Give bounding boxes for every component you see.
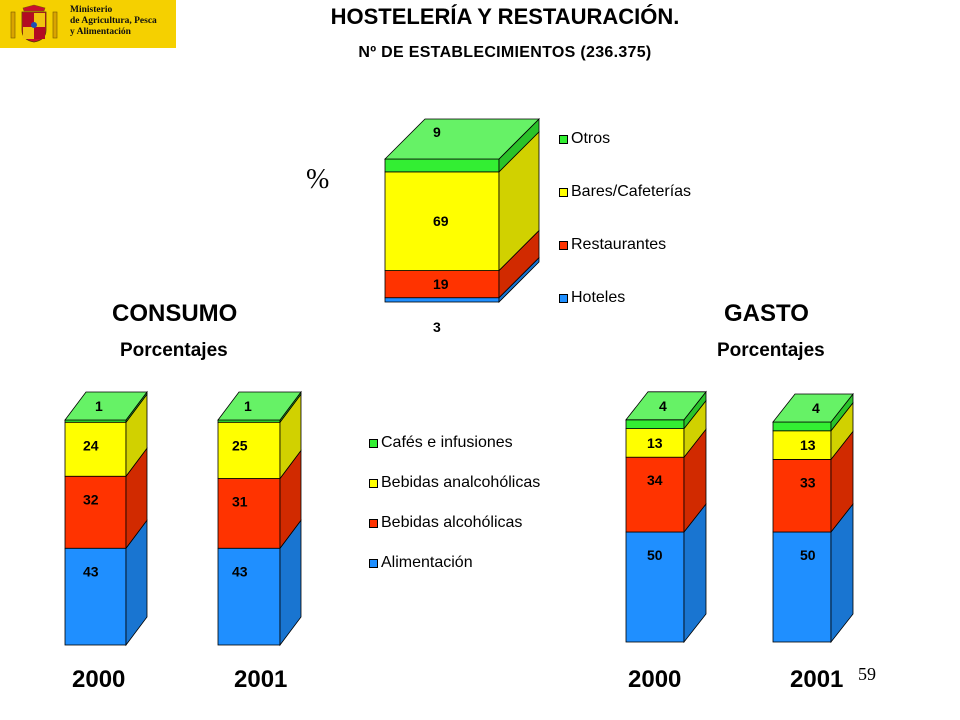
legend-item-cafes-e-infusiones: Cafés e infusiones — [369, 434, 513, 452]
percent-symbol: % — [306, 164, 330, 195]
consumo-1-bar-alimentacion — [217, 547, 281, 646]
consumo-1-bar-bebidas-analcoholicas — [217, 421, 281, 479]
gasto-0-bar-cafes-e-infusiones — [625, 419, 685, 429]
consumo-0-bar-bebidas-alcoholicas — [64, 475, 127, 549]
consumo-0-top-face — [64, 391, 148, 421]
establishments-value-restaurantes: 19 — [433, 276, 449, 292]
legend-item-otros: Otros — [559, 130, 610, 148]
gasto-2001-value-cafes-e-infusiones: 4 — [812, 400, 820, 416]
gasto-1-bar-cafes-e-infusiones — [772, 421, 832, 432]
establishments-value-hoteles: 3 — [433, 319, 441, 335]
gasto-1-top-face — [772, 393, 854, 423]
establecimientos-0-bar-otros — [384, 158, 500, 173]
legend-swatch — [559, 293, 568, 303]
legend-label: Bebidas analcohólicas — [381, 474, 541, 491]
consumo-2000-value-alimentacion: 43 — [83, 563, 99, 579]
consumo-2000-value-cafes-e-infusiones: 1 — [95, 398, 103, 414]
legend-item-bebidas-alcoholicas: Bebidas alcohólicas — [369, 514, 522, 532]
legend-swatch — [369, 518, 378, 528]
consumo-2001-value-alimentacion: 43 — [232, 563, 248, 579]
establishments-value-otros: 9 — [433, 124, 441, 140]
establecimientos-0-bar-restaurantes — [384, 270, 500, 299]
gasto-year-2001: 2001 — [790, 666, 844, 693]
ministry-logo: Ministerio de Agricultura, Pesca y Alime… — [0, 0, 176, 48]
gasto-1-bar-bebidas-alcoholicas — [772, 458, 832, 533]
gasto-0-top-face — [625, 391, 707, 421]
gasto-2000-value-bebidas-alcoholicas: 34 — [647, 472, 663, 488]
gasto-2000-value-cafes-e-infusiones: 4 — [659, 398, 667, 414]
gasto-0-bar-alimentacion — [625, 531, 685, 643]
gasto-subtitle: Porcentajes — [717, 340, 825, 361]
coat-of-arms-icon — [10, 4, 58, 43]
legend-item-hoteles: Hoteles — [559, 289, 625, 307]
page-number: 59 — [858, 664, 876, 684]
consumo-title: CONSUMO — [112, 300, 238, 327]
consumo-2000-value-bebidas-alcoholicas: 32 — [83, 491, 99, 507]
legend-swatch — [369, 478, 378, 488]
gasto-2001-value-bebidas-analcoholicas: 13 — [800, 437, 816, 453]
consumo-year-2001: 2001 — [234, 666, 288, 693]
legend-item-bebidas-analcoholicas: Bebidas analcohólicas — [369, 474, 540, 492]
consumo-2000-value-bebidas-analcoholicas: 24 — [83, 437, 99, 453]
ministry-name: Ministerio de Agricultura, Pesca y Alime… — [70, 5, 157, 37]
gasto-2000-value-alimentacion: 50 — [647, 547, 663, 563]
establecimientos-0-top-face — [384, 118, 540, 160]
gasto-0-bar-bebidas-analcoholicas — [625, 428, 685, 458]
consumo-year-2000: 2000 — [72, 666, 126, 693]
consumo-0-bar-bebidas-analcoholicas — [64, 421, 127, 477]
consumo-2001-value-bebidas-analcoholicas: 25 — [232, 437, 248, 453]
legend-label: Restaurantes — [571, 236, 667, 253]
page-title: HOSTELERÍA Y RESTAURACIÓN. — [330, 4, 680, 29]
gasto-0-bar-bebidas-alcoholicas — [625, 456, 685, 533]
establecimientos-0-bar-hoteles — [384, 297, 500, 303]
consumo-subtitle: Porcentajes — [120, 340, 228, 361]
legend-label: Alimentación — [381, 554, 473, 571]
gasto-year-2000: 2000 — [628, 666, 682, 693]
gasto-2001-value-bebidas-alcoholicas: 33 — [800, 474, 816, 490]
consumo-0-bar-alimentacion — [64, 547, 127, 646]
establishments-value-bares-cafeterias: 69 — [433, 213, 449, 229]
legend-item-restaurantes: Restaurantes — [559, 236, 666, 254]
legend-label: Bebidas alcohólicas — [381, 514, 523, 531]
gasto-2001-value-alimentacion: 50 — [800, 547, 816, 563]
establecimientos-0-bar-bares-cafeterias — [384, 171, 500, 271]
legend-swatch — [559, 187, 568, 197]
gasto-2000-value-bebidas-analcoholicas: 13 — [647, 435, 663, 451]
legend-swatch — [559, 240, 568, 250]
legend-swatch — [369, 558, 378, 568]
legend-label: Hoteles — [571, 289, 626, 306]
legend-label: Bares/Cafeterías — [571, 183, 692, 200]
gasto-title: GASTO — [724, 300, 809, 327]
consumo-1-top-face — [217, 391, 302, 421]
consumo-2001-value-cafes-e-infusiones: 1 — [244, 398, 252, 414]
legend-item-bares-cafeterias: Bares/Cafeterías — [559, 183, 691, 201]
legend-label: Cafés e infusiones — [381, 434, 513, 451]
consumo-2001-value-bebidas-alcoholicas: 31 — [232, 494, 248, 510]
legend-label: Otros — [571, 130, 611, 147]
legend-swatch — [559, 134, 568, 144]
gasto-1-bar-bebidas-analcoholicas — [772, 430, 832, 460]
legend-item-alimentacion: Alimentación — [369, 554, 473, 572]
consumo-1-bar-bebidas-alcoholicas — [217, 478, 281, 549]
page-subtitle: Nº DE ESTABLECIMIENTOS (236.375) — [358, 44, 652, 61]
legend-swatch — [369, 438, 378, 448]
